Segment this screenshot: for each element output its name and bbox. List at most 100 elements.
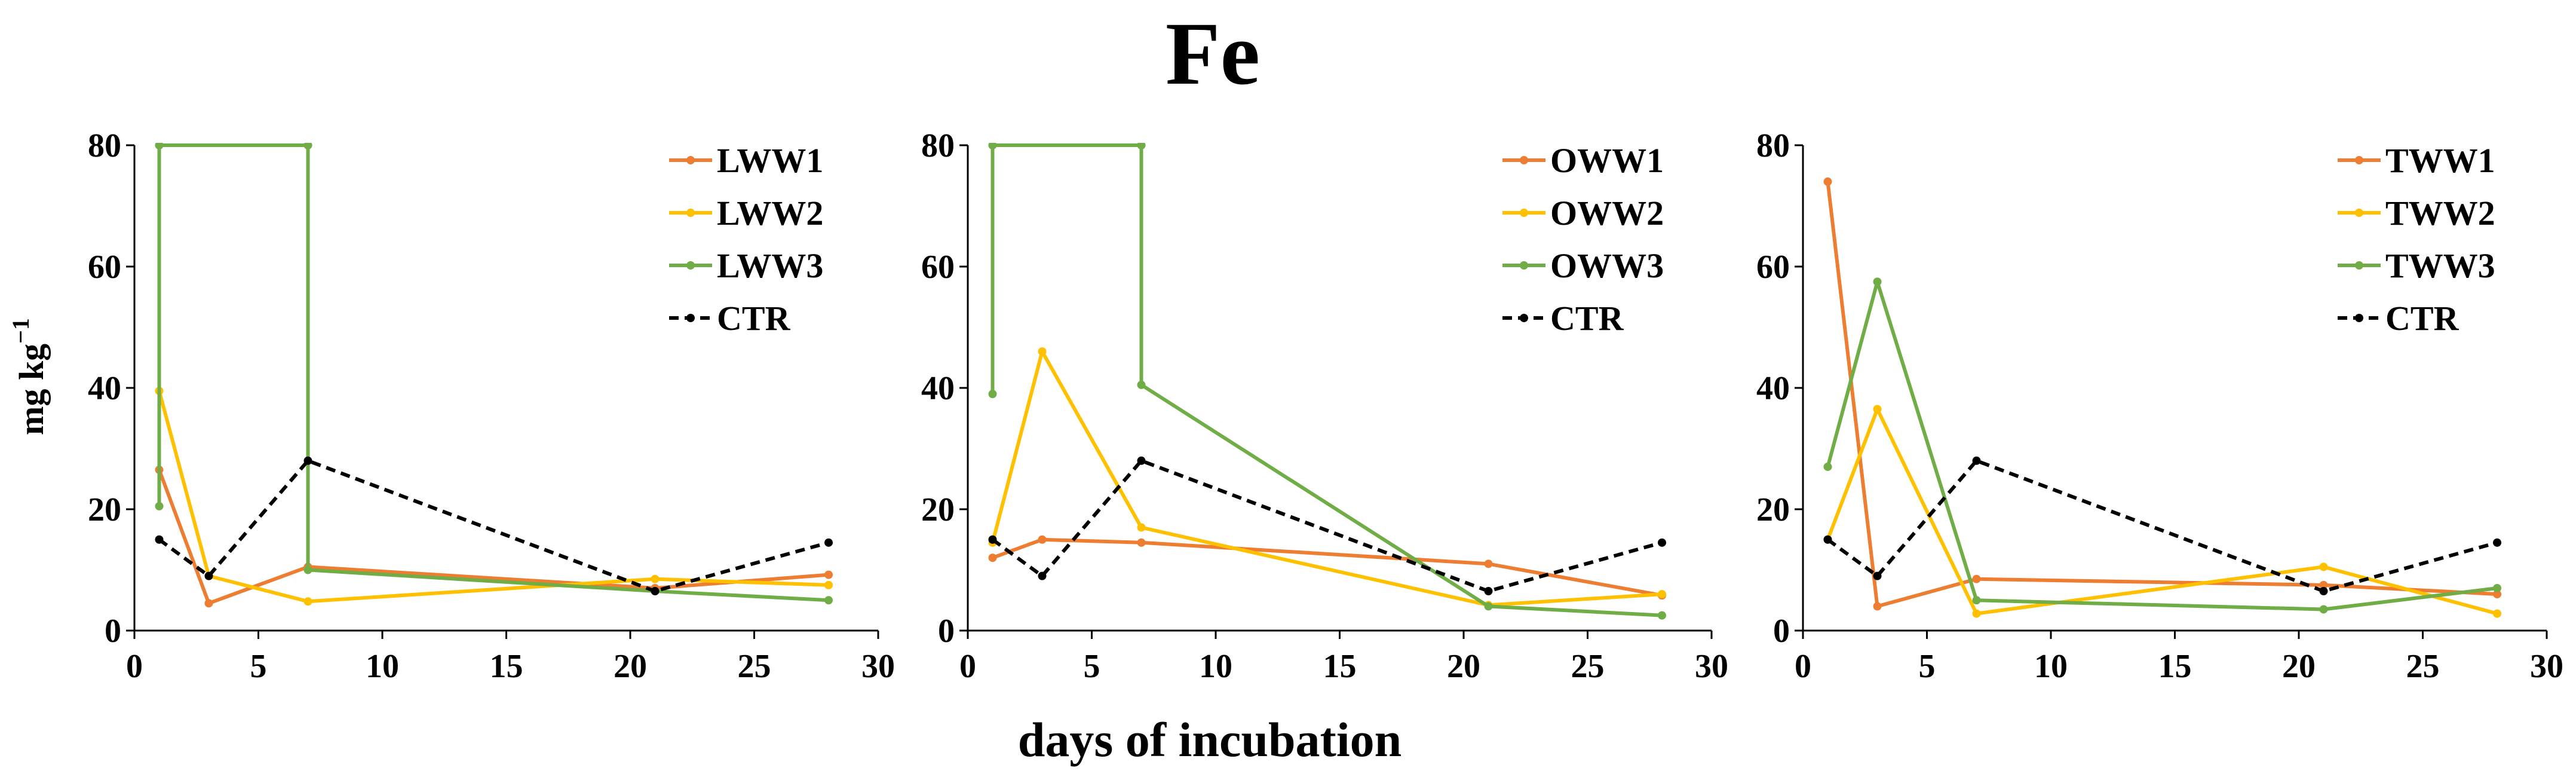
data-point-tww1 [2319, 580, 2328, 589]
data-point-lww1 [204, 599, 213, 608]
data-point-tww1 [1823, 177, 1832, 186]
data-point-oww1 [1137, 538, 1146, 547]
x-tick-label: 30 [1695, 648, 1728, 685]
legend-marker-oww3 [1520, 261, 1528, 270]
data-point-ctr [651, 587, 660, 596]
data-point-ctr [1873, 571, 1882, 580]
x-tick-label: 5 [1919, 648, 1936, 685]
legend: OWW1 OWW2 OWW3 CTR [1502, 141, 1664, 338]
legend-label-tww2: TWW2 [2385, 194, 2495, 233]
data-point-ctr [204, 571, 213, 580]
plot-area [155, 143, 833, 608]
legend-marker-tww1 [2355, 156, 2363, 164]
data-point-tww2 [2319, 562, 2328, 571]
data-point-oww2 [1038, 347, 1047, 356]
data-point-ctr [1823, 535, 1832, 544]
data-point-lww3 [303, 565, 312, 574]
legend-marker-ctr [686, 314, 695, 322]
legend-marker-lww3 [686, 261, 695, 270]
legend-label-ctr: CTR [1550, 299, 1624, 338]
data-point-lww1 [824, 570, 833, 579]
data-point-ctr [2319, 587, 2328, 596]
x-tick-label: 20 [614, 648, 647, 685]
data-point-lww3 [303, 143, 312, 149]
x-axis-title: days of incubation [1018, 712, 1402, 767]
data-point-oww3 [988, 390, 997, 399]
data-point-oww3 [1484, 602, 1493, 611]
data-point-lww2 [303, 597, 312, 606]
legend-label-lww2: LWW2 [717, 194, 823, 233]
x-tick-label: 20 [1447, 648, 1480, 685]
x-tick-label: 5 [1084, 648, 1100, 685]
y-tick-label: 60 [88, 249, 121, 286]
chart-panel-3: 0 20 40 60 80 0 5 10 15 20 25 30 TWW1 TWW2 TWW3 CTR [1756, 127, 2563, 685]
legend-label-tww1: TWW1 [2385, 141, 2495, 180]
y-tick-label: 80 [1756, 127, 1790, 164]
data-point-oww1 [1484, 559, 1493, 568]
data-point-lww2 [651, 574, 660, 583]
data-point-ctr [1972, 456, 1981, 465]
x-tick-label: 0 [1795, 648, 1811, 685]
data-point-ctr [1038, 571, 1047, 580]
legend-label-lww3: LWW3 [717, 246, 823, 285]
x-tick-label: 10 [2034, 648, 2068, 685]
data-point-ctr [2493, 538, 2501, 547]
legend-label-oww3: OWW3 [1550, 246, 1664, 285]
x-tick-label: 0 [959, 648, 976, 685]
legend-marker-oww1 [1520, 156, 1528, 164]
data-point-ctr [1484, 587, 1493, 596]
y-tick-label: 20 [88, 491, 121, 528]
x-tick-label: 25 [1571, 648, 1605, 685]
chart-panels: 0 20 40 60 80 0 5 10 15 20 25 30 LWW1 LWW2 LWW3 CTR 0 20 4… [88, 127, 2563, 685]
x-tick-label: 30 [861, 648, 895, 685]
series-line-oww2 [990, 350, 1663, 607]
x-tick-label: 25 [738, 648, 771, 685]
data-point-lww2 [824, 580, 833, 589]
data-point-oww3 [1658, 611, 1666, 620]
data-point-tww3 [2319, 605, 2328, 614]
chart-panel-2: 0 20 40 60 80 0 5 10 15 20 25 30 OWW1 OWW2 OWW3 CTR [921, 127, 1728, 685]
data-point-oww3 [1137, 143, 1146, 149]
y-tick-label: 40 [1756, 370, 1790, 407]
y-tick-label: 20 [1756, 491, 1790, 528]
x-tick-label: 30 [2530, 648, 2563, 685]
y-tick-label: 60 [921, 249, 955, 286]
legend-label-tww3: TWW3 [2385, 246, 2495, 285]
data-point-lww3 [155, 501, 164, 510]
data-point-ctr [988, 535, 997, 544]
legend-label-oww1: OWW1 [1550, 141, 1664, 180]
x-tick-label: 15 [2158, 648, 2192, 685]
data-point-oww2 [1137, 523, 1146, 532]
series-line-tww1 [1826, 181, 2498, 608]
data-point-tww3 [2493, 583, 2501, 592]
data-point-tww2 [1972, 609, 1981, 618]
legend-marker-ctr [2355, 314, 2363, 322]
plot-area [988, 143, 1666, 620]
x-tick-label: 5 [250, 648, 267, 685]
y-tick-label: 80 [921, 127, 955, 164]
legend-marker-oww2 [1520, 209, 1528, 217]
y-axis-title-main: mg kg [12, 344, 51, 435]
y-tick-label: 60 [1756, 249, 1790, 286]
svg-text:mg kg−1: mg kg−1 [7, 318, 51, 435]
data-point-tww1 [2493, 590, 2501, 599]
data-point-ctr [303, 456, 312, 465]
data-point-lww3 [824, 596, 833, 605]
legend: LWW1 LWW2 LWW3 CTR [669, 141, 823, 338]
legend-label-ctr: CTR [717, 299, 791, 338]
legend-label-lww1: LWW1 [717, 141, 823, 180]
series-line-ctr [1826, 458, 2498, 593]
x-tick-label: 10 [1199, 648, 1232, 685]
legend-marker-lww1 [686, 156, 695, 164]
data-point-tww3 [1972, 596, 1981, 605]
legend-marker-ctr [1520, 314, 1528, 322]
x-tick-label: 25 [2406, 648, 2440, 685]
data-point-ctr [824, 538, 833, 547]
legend-marker-tww2 [2355, 209, 2363, 217]
data-point-tww2 [1873, 405, 1882, 414]
series-line-oww3 [990, 143, 1663, 617]
data-point-ctr [1658, 538, 1666, 547]
data-point-ctr [155, 535, 164, 544]
chart-panel-1: 0 20 40 60 80 0 5 10 15 20 25 30 LWW1 LWW2 LWW3 CTR [88, 127, 895, 685]
